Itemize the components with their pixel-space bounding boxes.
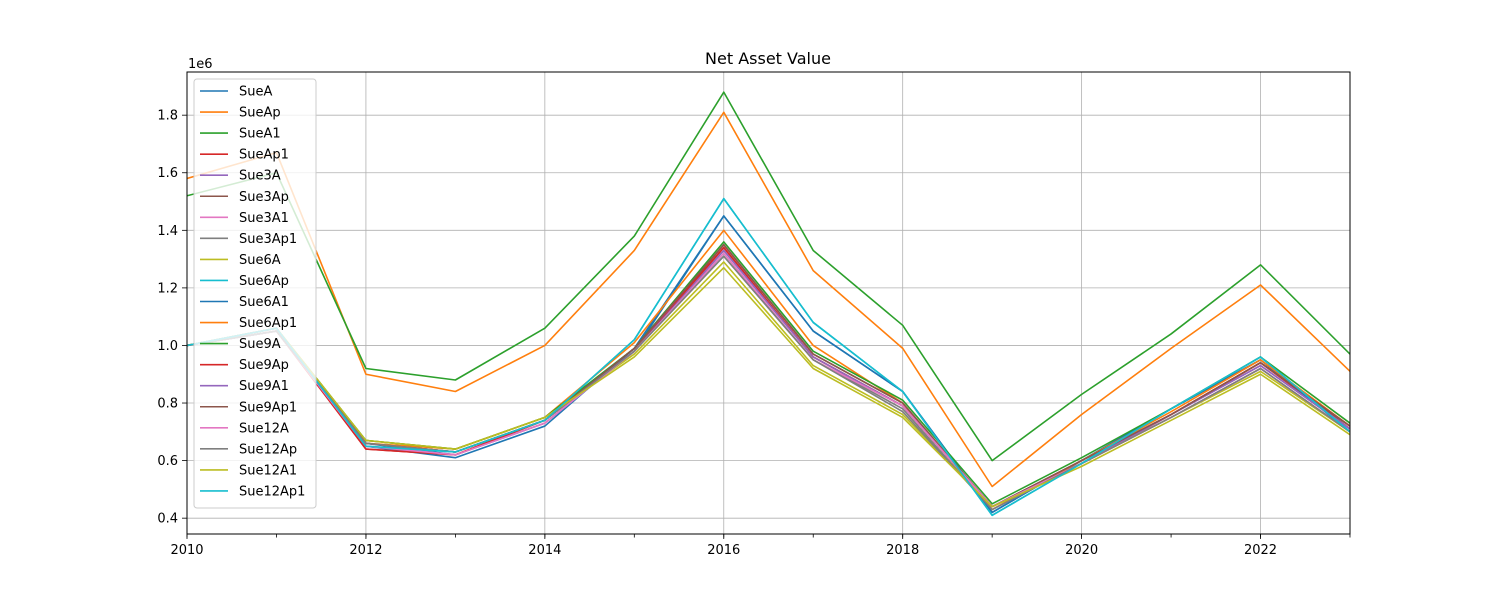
y-tick-label: 1.4 bbox=[157, 224, 178, 239]
x-tick-label: 2020 bbox=[1065, 543, 1098, 558]
y-tick-label: 0.8 bbox=[157, 397, 178, 412]
legend-label-sue3ap: Sue3Ap bbox=[239, 190, 289, 205]
legend-label-sue9a1: Sue9A1 bbox=[239, 379, 289, 394]
legend-label-sue9ap: Sue9Ap bbox=[239, 358, 289, 373]
x-tick-label: 2012 bbox=[349, 543, 382, 558]
series-line-sue12ap1 bbox=[187, 197, 1350, 517]
series-line-sue12ap bbox=[187, 255, 1350, 511]
legend-label-sue6ap1: Sue6Ap1 bbox=[239, 316, 297, 331]
x-tick-label: 2014 bbox=[528, 543, 561, 558]
legend-label-sue3a1: Sue3A1 bbox=[239, 211, 289, 226]
x-tick-label: 2010 bbox=[170, 543, 203, 558]
legend-label-sue6a: Sue6A bbox=[239, 253, 281, 268]
series-lines bbox=[187, 91, 1350, 517]
legend-label-sueap: SueAp bbox=[239, 106, 281, 121]
legend-label-sue6ap: Sue6Ap bbox=[239, 274, 289, 289]
legend-label-sue12a1: Sue12A1 bbox=[239, 463, 297, 478]
x-tick-label: 2022 bbox=[1244, 543, 1277, 558]
legend-label-sue12a: Sue12A bbox=[239, 421, 289, 436]
chart-title: Net Asset Value bbox=[705, 49, 831, 68]
legend-label-sue6a1: Sue6A1 bbox=[239, 295, 289, 310]
legend: SueA SueAp SueA1 SueAp1 Sue3A Sue3Ap Sue3A1 Sue… bbox=[193, 78, 317, 509]
y-offset-label: 1e6 bbox=[188, 57, 213, 72]
series-line-sue12a1 bbox=[187, 266, 1350, 508]
legend-label-sue9ap1: Sue9Ap1 bbox=[239, 400, 297, 415]
y-tick-label: 1.0 bbox=[157, 339, 178, 354]
legend-label-sue12ap1: Sue12Ap1 bbox=[239, 484, 305, 499]
legend-label-sue3ap1: Sue3Ap1 bbox=[239, 232, 297, 247]
plot-frame bbox=[186, 71, 1351, 535]
series-line-suea1 bbox=[187, 91, 1350, 462]
legend-label-suea1: SueA1 bbox=[239, 127, 281, 142]
series-line-sueap bbox=[187, 111, 1350, 488]
y-tick-label: 0.6 bbox=[157, 454, 178, 469]
y-tick-label: 1.8 bbox=[157, 109, 178, 124]
x-tick-label: 2016 bbox=[707, 543, 740, 558]
legend-box bbox=[193, 78, 317, 509]
legend-label-sue3a: Sue3A bbox=[239, 169, 281, 184]
y-tick-label: 0.4 bbox=[157, 512, 178, 527]
legend-label-suea: SueA bbox=[239, 85, 272, 100]
axis-ticks: 2010 2012 2014 2016 2018 2020 2022 0.4 0.6 0.8 1.0… bbox=[157, 109, 1351, 558]
legend-label-sue9a: Sue9A bbox=[239, 337, 281, 352]
legend-label-sueap1: SueAp1 bbox=[239, 148, 289, 163]
y-tick-label: 1.6 bbox=[157, 166, 178, 181]
legend-label-sue12ap: Sue12Ap bbox=[239, 442, 297, 457]
x-tick-label: 2018 bbox=[886, 543, 919, 558]
y-tick-label: 1.2 bbox=[157, 281, 178, 296]
